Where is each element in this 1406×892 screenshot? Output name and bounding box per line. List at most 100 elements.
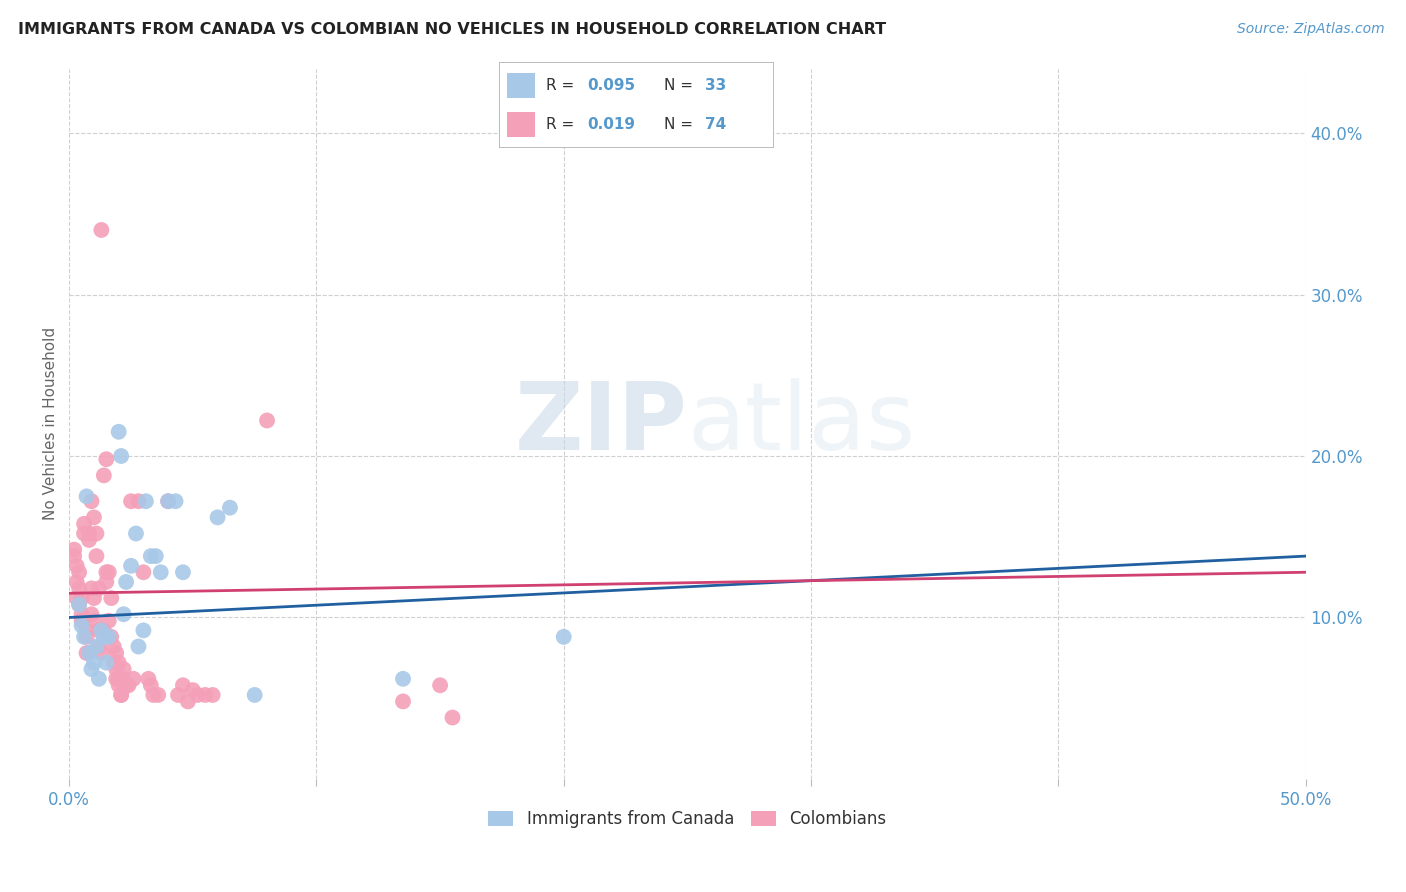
Point [96, 656, 118, 670]
Point [142, 688, 165, 702]
Point [86, 640, 108, 654]
Point [105, 646, 128, 660]
Point [70, 607, 93, 622]
Point [67, 566, 90, 580]
Point [172, 678, 194, 692]
Text: R =: R = [546, 117, 574, 132]
Point [429, 678, 451, 692]
Point [96, 574, 118, 589]
Point [70, 591, 93, 606]
Point [80, 494, 103, 508]
Point [67, 598, 90, 612]
Point [105, 672, 128, 686]
Point [243, 688, 266, 702]
Point [148, 688, 170, 702]
Point [207, 510, 229, 524]
Point [66, 591, 89, 606]
Point [80, 662, 103, 676]
Point [73, 630, 96, 644]
Point [132, 624, 155, 638]
Point [110, 688, 132, 702]
Text: 33: 33 [704, 78, 725, 93]
Point [77, 646, 100, 660]
Point [96, 452, 118, 467]
Point [392, 694, 415, 708]
Point [256, 413, 278, 427]
Point [93, 468, 115, 483]
Point [77, 533, 100, 547]
Text: ZIP: ZIP [515, 377, 688, 470]
Point [73, 526, 96, 541]
Point [83, 656, 105, 670]
Point [201, 688, 224, 702]
Point [105, 662, 128, 676]
Point [73, 516, 96, 531]
Point [122, 672, 145, 686]
Point [80, 582, 103, 596]
Point [90, 624, 112, 638]
Point [103, 656, 125, 670]
Point [441, 710, 464, 724]
Point [392, 672, 415, 686]
Point [157, 494, 180, 508]
Point [112, 672, 135, 686]
Point [107, 672, 129, 686]
Text: Source: ZipAtlas.com: Source: ZipAtlas.com [1237, 22, 1385, 37]
Point [90, 646, 112, 660]
Point [110, 688, 132, 702]
Point [120, 494, 142, 508]
Text: N =: N = [664, 78, 693, 93]
Point [76, 646, 98, 660]
Text: IMMIGRANTS FROM CANADA VS COLOMBIAN NO VEHICLES IN HOUSEHOLD CORRELATION CHART: IMMIGRANTS FROM CANADA VS COLOMBIAN NO V… [18, 22, 886, 37]
Point [67, 598, 90, 612]
Point [138, 672, 160, 686]
Point [87, 672, 110, 686]
Point [63, 549, 86, 563]
Text: N =: N = [664, 117, 693, 132]
Point [132, 566, 155, 580]
FancyBboxPatch shape [508, 72, 534, 98]
Point [97, 630, 120, 644]
Point [63, 542, 86, 557]
Point [110, 449, 132, 463]
Point [117, 678, 139, 692]
Text: 0.095: 0.095 [586, 78, 636, 93]
Text: 74: 74 [704, 117, 725, 132]
Point [177, 694, 200, 708]
Point [135, 494, 157, 508]
Point [76, 489, 98, 503]
Point [187, 688, 209, 702]
Point [125, 526, 148, 541]
Point [127, 494, 149, 508]
Point [139, 678, 162, 692]
Point [86, 526, 108, 541]
Y-axis label: No Vehicles in Household: No Vehicles in Household [44, 327, 58, 520]
Point [80, 607, 103, 622]
Point [87, 640, 110, 654]
Point [86, 549, 108, 563]
Point [77, 526, 100, 541]
Legend: Immigrants from Canada, Colombians: Immigrants from Canada, Colombians [482, 803, 893, 835]
Point [112, 662, 135, 676]
Point [181, 683, 204, 698]
Point [107, 678, 129, 692]
Point [83, 614, 105, 628]
Point [167, 688, 190, 702]
Point [83, 591, 105, 606]
Point [90, 223, 112, 237]
Point [112, 607, 135, 622]
Point [103, 640, 125, 654]
Point [67, 582, 90, 596]
Point [145, 549, 167, 563]
Point [83, 510, 105, 524]
Point [70, 614, 93, 628]
Point [100, 591, 122, 606]
Point [87, 624, 110, 638]
Point [115, 678, 138, 692]
Point [100, 630, 122, 644]
Text: atlas: atlas [688, 377, 915, 470]
Point [157, 494, 180, 508]
Point [107, 656, 129, 670]
Point [172, 566, 194, 580]
Point [107, 425, 129, 439]
